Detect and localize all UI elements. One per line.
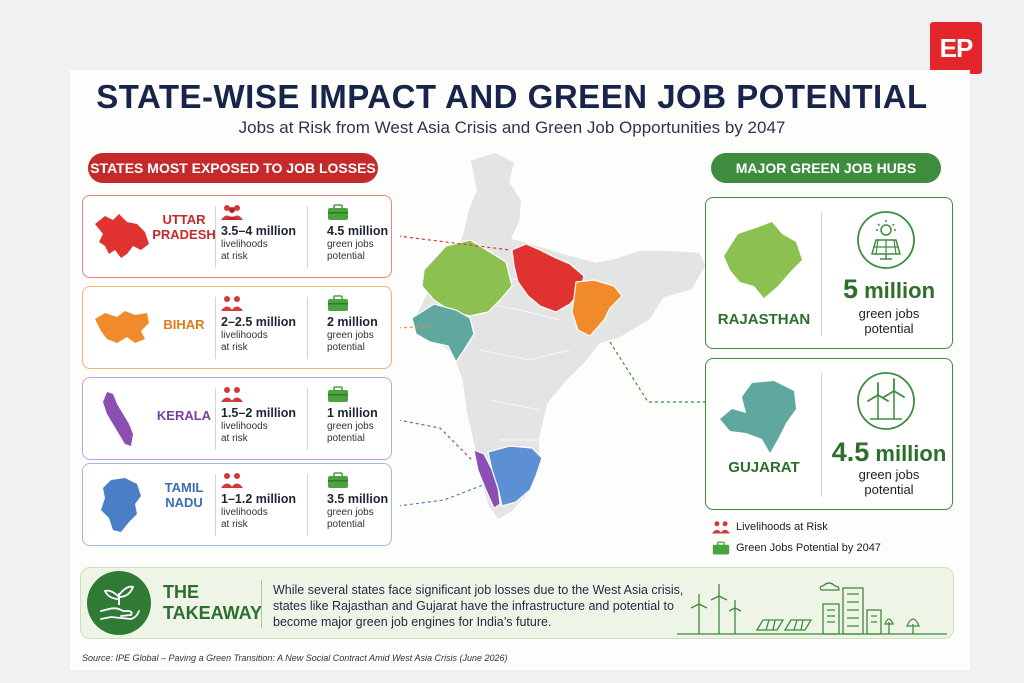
risk-value: 2–2.5 million (221, 315, 297, 329)
hand-sprout-icon (100, 585, 140, 620)
hub-value: 4.5 million (831, 437, 947, 467)
wind-turbine-icon (857, 372, 915, 430)
hub-name: GUJARAT (728, 459, 800, 476)
takeaway-text: While several states face significant jo… (273, 583, 684, 629)
risk-stat: 1.5–2 million livelihoods at risk (221, 386, 307, 445)
green-stat: 4.5 million green jobs potential (327, 204, 413, 263)
connector-bihar (400, 325, 435, 329)
divider (215, 388, 216, 450)
green-value: 2 million (327, 315, 378, 329)
legend-green-label: Green Jobs Potential by 2047 (736, 542, 881, 554)
divider (821, 212, 822, 336)
green-label: green jobs potential (327, 507, 374, 530)
divider (215, 297, 216, 359)
green-value: 4.5 million (327, 224, 389, 238)
kerala-map-icon (103, 392, 133, 446)
gujarat-map-icon (720, 381, 796, 453)
bihar-region (571, 279, 623, 337)
green-value: 1 million (327, 406, 378, 420)
state-name: BIHAR (163, 317, 205, 332)
legend-green: Green Jobs Potential by 2047 (712, 541, 881, 555)
risk-label: livelihoods at risk (221, 421, 268, 444)
connector-up (400, 235, 511, 251)
divider (307, 388, 308, 450)
briefcase-icon (328, 204, 348, 220)
india-map (400, 151, 707, 521)
risk-stat: 3.5–4 million livelihoods at risk (221, 204, 307, 263)
tamil-nadu-region (487, 445, 543, 507)
legend-risk: Livelihoods at Risk (712, 520, 828, 534)
people-icon (221, 473, 243, 488)
briefcase-icon (712, 541, 730, 555)
gujarat-region (411, 303, 475, 364)
green-stat: 2 million green jobs potential (327, 295, 413, 354)
takeaway-title: THE TAKEAWAY (163, 582, 263, 623)
divider (215, 206, 216, 268)
briefcase-icon (328, 472, 348, 488)
rajasthan-map-icon (724, 222, 802, 298)
divider (261, 580, 262, 628)
briefcase-icon (328, 295, 348, 311)
people-icon (221, 387, 243, 402)
state-card-kerala: KERALA 1.5–2 million livelihoods at risk … (82, 377, 392, 460)
risk-label: livelihoods at risk (221, 507, 268, 530)
exposed-states-heading: STATES MOST EXPOSED TO JOB LOSSES (88, 153, 378, 183)
kerala-region (473, 449, 501, 509)
takeaway-badge (87, 571, 151, 635)
source-citation: Source: IPE Global – Paving a Green Tran… (82, 653, 508, 663)
ep-logo[interactable]: EP (930, 22, 982, 74)
green-label: green jobs potential (327, 421, 374, 444)
risk-value: 1.5–2 million (221, 406, 297, 420)
takeaway-panel: THE TAKEAWAY While several states face si… (80, 567, 954, 639)
divider (307, 206, 308, 268)
hub-card-rajasthan: RAJASTHAN 5 million green jobs potential (705, 197, 953, 349)
bihar-map-icon (95, 311, 149, 343)
people-icon (221, 205, 243, 220)
green-stat: 3.5 million green jobs potential (327, 472, 413, 531)
green-city-illustration-icon (677, 582, 947, 635)
green-hubs-heading: MAJOR GREEN JOB HUBS (711, 153, 941, 183)
page-title: STATE-WISE IMPACT AND GREEN JOB POTENTIA… (96, 78, 928, 115)
hub-name: RAJASTHAN (717, 311, 811, 328)
state-card-bihar: BIHAR 2–2.5 million livelihoods at risk 2… (82, 286, 392, 369)
hub-card-gujarat: GUJARAT 4.5 million green jobs potential (705, 358, 953, 510)
state-name: UTTAR PRADESH (152, 212, 216, 242)
solar-panel-icon (857, 211, 915, 269)
state-card-uttar-pradesh: UTTAR PRADESH 3.5–4 million livelihoods at… (82, 195, 392, 278)
connector-gujarat (609, 341, 706, 403)
state-name: TAMIL NADU (164, 480, 204, 510)
green-stat: 1 million green jobs potential (327, 386, 413, 445)
briefcase-icon (328, 386, 348, 402)
risk-stat: 1–1.2 million livelihoods at risk (221, 472, 307, 531)
risk-value: 3.5–4 million (221, 224, 297, 238)
green-label: green jobs potential (327, 239, 374, 262)
risk-label: livelihoods at risk (221, 239, 268, 262)
hub-label: green jobs potential (858, 306, 920, 336)
hub-label: green jobs potential (858, 467, 920, 497)
divider (821, 373, 822, 497)
people-icon (712, 521, 730, 534)
uttar-pradesh-map-icon (95, 214, 149, 258)
risk-value: 1–1.2 million (221, 492, 297, 506)
divider (307, 297, 308, 359)
risk-stat: 2–2.5 million livelihoods at risk (221, 295, 307, 354)
rajasthan-region (421, 239, 513, 317)
divider (307, 474, 308, 536)
green-label: green jobs potential (327, 330, 374, 353)
hub-value: 5 million (842, 274, 936, 304)
state-name: KERALA (156, 408, 212, 423)
risk-label: livelihoods at risk (221, 330, 268, 353)
green-value: 3.5 million (327, 492, 389, 506)
people-icon (221, 296, 243, 311)
divider (215, 474, 216, 536)
connector-kerala (400, 419, 473, 461)
legend-risk-label: Livelihoods at Risk (736, 521, 828, 533)
tamil-nadu-map-icon (101, 478, 141, 532)
state-card-tamil-nadu: TAMIL NADU 1–1.2 million livelihoods at ri… (82, 463, 392, 546)
page-subtitle: Jobs at Risk from West Asia Crisis and G… (238, 118, 786, 137)
